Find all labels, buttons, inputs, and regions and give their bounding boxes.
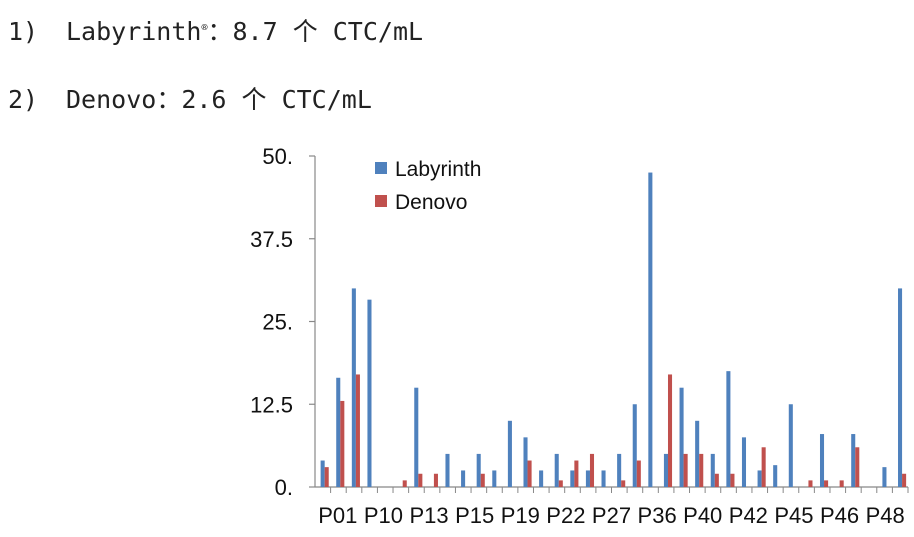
bar-denovo: [621, 480, 626, 487]
bar-labyrinth: [445, 453, 450, 487]
bar-labyrinth: [710, 453, 715, 487]
bar-labyrinth: [757, 470, 762, 487]
bar-labyrinth: [554, 453, 559, 487]
legend-label-denovo: Denovo: [395, 191, 467, 214]
bar-denovo: [730, 473, 735, 487]
bar-labyrinth: [320, 460, 325, 487]
bar-labyrinth: [695, 420, 700, 487]
bar-labyrinth: [851, 434, 856, 487]
item-value: ：8.7 个 CTC/mL: [207, 17, 424, 46]
bar-labyrinth: [648, 172, 653, 488]
y-tick-label: 50.: [262, 144, 293, 169]
bar-denovo: [527, 460, 532, 487]
bar-labyrinth: [773, 465, 778, 487]
x-tick-label: P46: [820, 503, 859, 528]
bar-labyrinth: [601, 470, 606, 487]
bar-labyrinth: [617, 453, 622, 487]
bar-denovo: [589, 453, 595, 487]
item-label: Labyrinth: [66, 17, 202, 46]
x-tick-label: P42: [729, 503, 768, 528]
x-tick-label: P19: [501, 503, 540, 528]
x-tick-label: P27: [592, 503, 631, 528]
x-tick-label: P01: [318, 503, 357, 528]
bar-denovo: [355, 374, 360, 487]
legend-swatch-denovo: [375, 195, 387, 207]
bar-labyrinth: [461, 470, 466, 487]
x-tick-label: P15: [455, 503, 494, 528]
x-tick-label: P36: [638, 503, 677, 528]
x-tick-label: P45: [774, 503, 813, 528]
bar-labyrinth: [367, 299, 372, 487]
bar-labyrinth: [414, 387, 419, 487]
y-tick-label: 25.: [262, 310, 293, 335]
bar-denovo: [824, 480, 829, 487]
bar-labyrinth: [539, 470, 544, 487]
bar-denovo: [761, 447, 766, 487]
bar-denovo: [683, 453, 688, 487]
bar-labyrinth: [663, 453, 668, 487]
bar-denovo: [636, 460, 641, 487]
bar-denovo: [480, 473, 485, 487]
y-tick-label: 0.: [275, 475, 293, 500]
bar-denovo: [839, 480, 844, 487]
x-tick-label: P22: [546, 503, 585, 528]
y-tick-label: 37.5: [250, 227, 293, 252]
y-tick-label: 12.5: [250, 392, 293, 417]
bar-labyrinth: [726, 371, 731, 487]
x-tick-label: P13: [409, 503, 448, 528]
bar-denovo: [855, 447, 860, 487]
summary-line-labyrinth: 1) Labyrinth®：8.7 个 CTC/mL: [8, 12, 423, 48]
x-tick-label: P40: [683, 503, 722, 528]
bar-denovo: [714, 473, 719, 487]
bar-denovo: [558, 480, 563, 487]
bar-labyrinth: [679, 387, 684, 487]
y-axis-ticks: 0. 12.5 25. 37.5 50.: [250, 144, 293, 500]
summary-line-denovo: 2) Denovo：2.6 个 CTC/mL: [8, 80, 372, 116]
bar-labyrinth: [336, 377, 341, 487]
bar-labyrinth: [898, 288, 903, 487]
bar-labyrinth: [741, 437, 747, 487]
bar-denovo: [418, 473, 423, 487]
bar-labyrinth: [788, 404, 793, 487]
chart-bars: [320, 172, 907, 488]
item-number: 1): [8, 17, 39, 46]
bar-denovo: [902, 473, 907, 487]
bar-labyrinth: [819, 434, 825, 487]
bar-labyrinth: [507, 420, 512, 487]
bar-denovo: [433, 473, 438, 487]
legend-label-labyrinth: Labyrinth: [395, 158, 481, 181]
bar-denovo: [402, 480, 407, 487]
bar-labyrinth: [570, 470, 575, 487]
bar-labyrinth: [585, 470, 590, 487]
bar-denovo: [699, 453, 704, 487]
bar-denovo: [340, 400, 345, 487]
item-number: 2): [8, 85, 39, 114]
bar-labyrinth: [632, 404, 637, 487]
legend-swatch-labyrinth: [375, 162, 387, 174]
bar-labyrinth: [492, 470, 497, 487]
item-value: ：2.6 个 CTC/mL: [156, 85, 372, 114]
x-tick-label: P48: [866, 503, 905, 528]
item-label: Denovo: [66, 85, 157, 114]
chart-legend: Labyrinth Denovo: [375, 158, 481, 214]
bar-labyrinth: [882, 467, 887, 487]
bar-denovo: [574, 460, 579, 487]
bar-labyrinth: [523, 437, 528, 487]
bar-denovo: [324, 467, 329, 487]
bar-denovo: [808, 480, 813, 487]
bar-labyrinth: [351, 288, 356, 487]
bar-labyrinth: [476, 453, 481, 487]
x-tick-label: P10: [364, 503, 403, 528]
x-axis-ticks: P01 P10 P13 P15 P19 P22 P27 P36 P40 P42 P45 P46 P48: [318, 503, 905, 528]
bar-denovo: [667, 374, 673, 487]
registered-mark: ®: [201, 22, 208, 34]
